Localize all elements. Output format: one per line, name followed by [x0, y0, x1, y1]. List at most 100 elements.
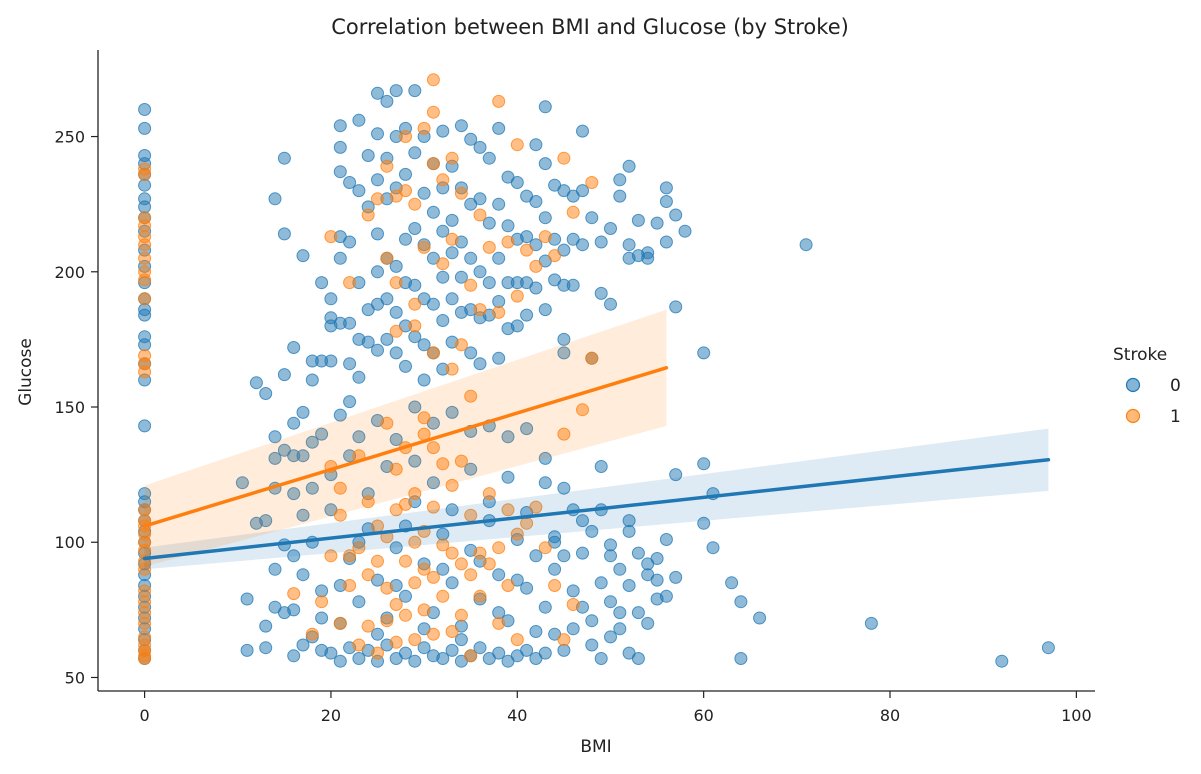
data-point-1-21: [138, 584, 152, 598]
data-point-1-35: [333, 481, 347, 495]
data-point-1-86: [473, 589, 487, 603]
data-point-0-42: [249, 376, 263, 390]
data-point-0-39: [240, 643, 254, 657]
data-point-0-89: [352, 370, 366, 384]
data-point-0-281: [389, 541, 403, 555]
data-point-0-316: [445, 503, 459, 517]
data-point-0-90: [361, 149, 375, 162]
data-point-0-48: [268, 430, 282, 444]
data-point-0-356: [557, 549, 571, 563]
data-point-0-360: [594, 576, 608, 590]
data-point-1-48: [371, 646, 384, 660]
y-tick-label-50: 50: [65, 668, 85, 687]
data-point-1-30: [287, 587, 301, 601]
x-tick-label-100: 100: [1061, 706, 1092, 725]
data-point-1-124: [464, 278, 478, 292]
data-point-1-120: [445, 151, 459, 165]
legend-label-0: 0: [1170, 376, 1181, 396]
data-point-0-100: [371, 343, 384, 357]
data-point-0-203: [576, 184, 589, 198]
data-point-0-296: [529, 549, 543, 563]
data-point-0-210: [604, 297, 617, 311]
data-point-0-153: [464, 251, 478, 265]
data-point-0-325: [529, 625, 543, 638]
data-point-1-88: [482, 557, 496, 571]
data-point-0-348: [613, 562, 627, 576]
data-point-1-113: [417, 121, 431, 135]
data-point-1-51: [380, 581, 394, 595]
data-point-0-156: [473, 140, 487, 154]
data-point-0-53: [277, 151, 291, 165]
data-point-1-44: [361, 568, 375, 582]
data-point-1-1: [138, 167, 152, 181]
data-point-0-83: [343, 357, 357, 371]
data-point-0-119: [408, 84, 422, 98]
data-point-0-202: [576, 124, 589, 138]
data-point-0-63: [296, 249, 310, 263]
data-point-0-222: [659, 181, 673, 195]
data-point-0-128: [417, 338, 431, 352]
data-point-1-45: [361, 619, 375, 633]
data-point-0-363: [622, 579, 636, 592]
data-point-0-239: [864, 616, 878, 630]
data-point-1-67: [417, 562, 431, 576]
data-point-0-54: [277, 227, 291, 241]
data-point-1-32: [315, 595, 329, 609]
data-point-0-339: [501, 430, 515, 444]
data-point-0-258: [436, 652, 450, 665]
data-point-0-370: [604, 630, 617, 644]
data-point-1-60: [399, 608, 412, 622]
data-point-0-350: [631, 546, 645, 560]
data-point-0-315: [436, 562, 450, 576]
data-point-0-139: [436, 314, 450, 327]
data-point-1-140: [576, 403, 589, 417]
data-point-0-66: [305, 373, 319, 387]
data-point-0-236: [734, 652, 748, 665]
data-point-0-354: [669, 570, 683, 584]
data-point-0-373: [557, 643, 571, 657]
data-point-0-209: [594, 460, 608, 473]
data-point-0-70: [324, 292, 338, 306]
data-point-0-240: [995, 654, 1009, 668]
data-point-1-79: [454, 454, 468, 468]
data-point-1-111: [408, 297, 422, 311]
data-point-0-133: [426, 297, 440, 311]
data-point-0-182: [529, 138, 543, 152]
data-point-0-231: [697, 346, 711, 360]
data-point-1-6: [138, 251, 152, 265]
data-point-0-94: [371, 86, 384, 100]
data-point-0-321: [492, 606, 506, 620]
data-point-0-60: [287, 416, 301, 430]
data-point-0-300: [296, 508, 310, 522]
data-point-0-146: [454, 119, 468, 133]
data-point-0-198: [557, 346, 571, 360]
data-point-1-106: [380, 159, 394, 173]
data-point-0-161: [482, 151, 496, 165]
data-point-0-105: [380, 292, 394, 306]
data-point-0-247: [333, 654, 347, 668]
data-point-0-233: [706, 541, 720, 555]
data-point-1-119: [436, 173, 450, 187]
data-point-0-301: [305, 481, 319, 495]
data-point-0-287: [445, 576, 459, 590]
data-point-0-329: [315, 427, 329, 441]
data-point-0-341: [538, 451, 552, 465]
y-tick-label-200: 200: [54, 263, 85, 282]
data-point-1-68: [417, 603, 431, 617]
data-point-1-91: [501, 503, 515, 517]
data-point-1-103: [361, 208, 375, 222]
data-point-0-317: [454, 633, 468, 647]
data-point-0-264: [492, 646, 506, 660]
data-point-0-330: [333, 408, 347, 422]
data-point-1-114: [417, 240, 431, 254]
data-point-0-344: [576, 514, 589, 528]
data-point-0-7: [138, 200, 152, 214]
data-point-0-84: [343, 395, 357, 409]
data-point-1-37: [333, 616, 347, 630]
data-point-0-254: [399, 646, 412, 660]
x-tick-label-60: 60: [693, 706, 713, 725]
data-point-1-22: [138, 595, 152, 609]
data-point-0-377: [604, 538, 617, 552]
data-point-0-375: [613, 606, 627, 620]
